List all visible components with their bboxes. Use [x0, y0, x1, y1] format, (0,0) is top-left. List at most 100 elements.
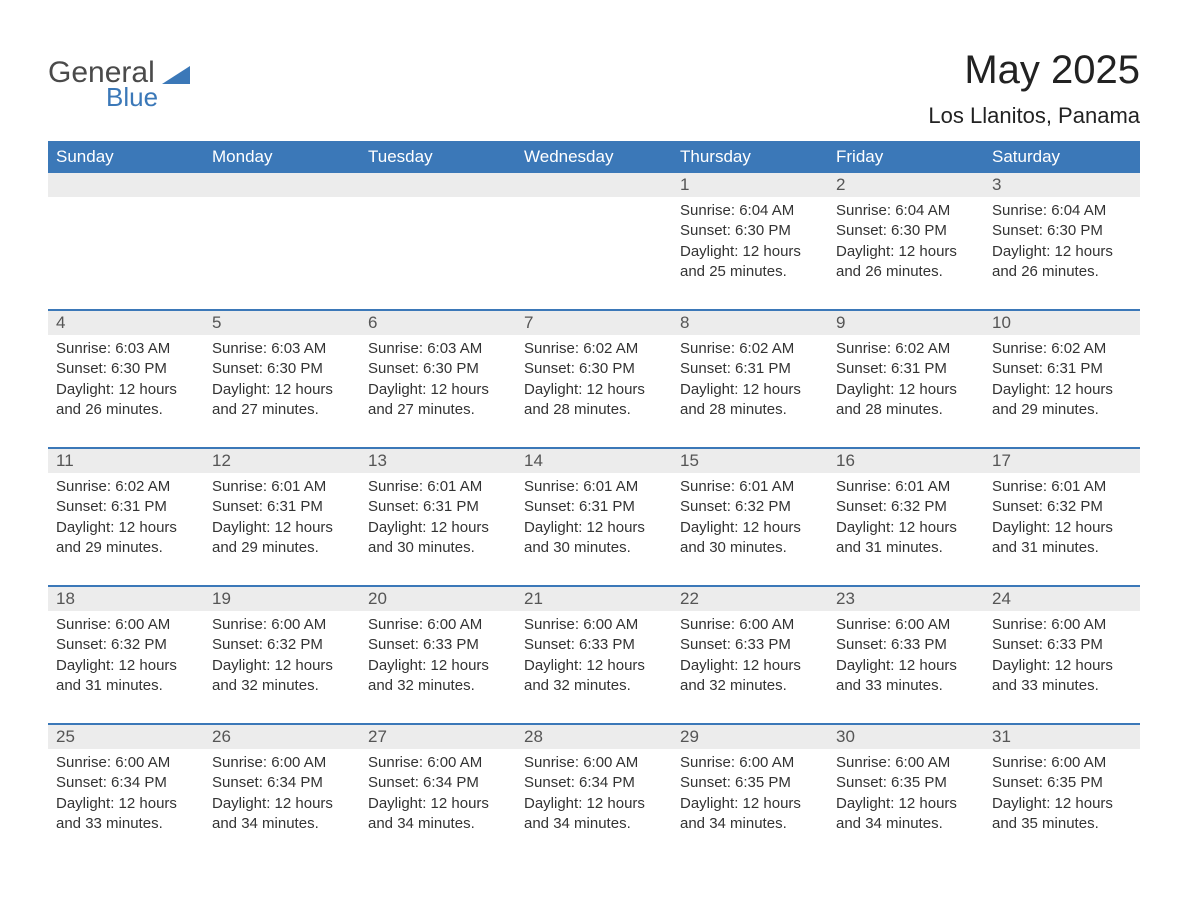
sunset-text: Sunset: 6:34 PM [56, 773, 196, 793]
day-number: 22 [672, 587, 828, 611]
daylight-text: Daylight: 12 hours and 28 minutes. [836, 380, 976, 421]
day-cell: 11 Sunrise: 6:02 AMSunset: 6:31 PMDayligh… [48, 449, 204, 567]
sunset-text: Sunset: 6:32 PM [56, 635, 196, 655]
day-number: 26 [204, 725, 360, 749]
day-number: 14 [516, 449, 672, 473]
day-cell: 2 Sunrise: 6:04 AMSunset: 6:30 PMDaylight… [828, 173, 984, 291]
day-info: Sunrise: 6:00 AMSunset: 6:33 PMDaylight:… [368, 615, 508, 696]
day-info: Sunrise: 6:01 AMSunset: 6:32 PMDaylight:… [992, 477, 1132, 558]
day-number: 18 [48, 587, 204, 611]
brand-word-2: Blue [106, 84, 158, 110]
sunrise-text: Sunrise: 6:00 AM [992, 753, 1132, 773]
sunset-text: Sunset: 6:35 PM [992, 773, 1132, 793]
day-info: Sunrise: 6:00 AMSunset: 6:34 PMDaylight:… [212, 753, 352, 834]
day-info: Sunrise: 6:00 AMSunset: 6:35 PMDaylight:… [992, 753, 1132, 834]
day-number [516, 173, 672, 197]
day-cell: 16 Sunrise: 6:01 AMSunset: 6:32 PMDayligh… [828, 449, 984, 567]
daylight-text: Daylight: 12 hours and 27 minutes. [212, 380, 352, 421]
day-cell: 23Sunrise: 6:00 AMSunset: 6:33 PMDayligh… [828, 587, 984, 705]
day-number: 5 [204, 311, 360, 335]
day-number: 16 [828, 449, 984, 473]
sunrise-text: Sunrise: 6:00 AM [680, 753, 820, 773]
day-info: Sunrise: 6:00 AMSunset: 6:33 PMDaylight:… [992, 615, 1132, 696]
sunset-text: Sunset: 6:30 PM [524, 359, 664, 379]
weeks-container: 1Sunrise: 6:04 AMSunset: 6:30 PMDaylight… [48, 173, 1140, 843]
daylight-text: Daylight: 12 hours and 25 minutes. [680, 242, 820, 283]
day-cell: 29Sunrise: 6:00 AMSunset: 6:35 PMDayligh… [672, 725, 828, 843]
day-number [360, 173, 516, 197]
day-number: 17 [984, 449, 1140, 473]
day-number: 8 [672, 311, 828, 335]
sunset-text: Sunset: 6:31 PM [368, 497, 508, 517]
sunrise-text: Sunrise: 6:00 AM [212, 753, 352, 773]
day-number: 28 [516, 725, 672, 749]
day-cell: 19 Sunrise: 6:00 AMSunset: 6:32 PMDayligh… [204, 587, 360, 705]
day-info: Sunrise: 6:03 AMSunset: 6:30 PMDaylight:… [212, 339, 352, 420]
daylight-text: Daylight: 12 hours and 29 minutes. [212, 518, 352, 559]
day-number: 2 [828, 173, 984, 197]
day-info: Sunrise: 6:01 AMSunset: 6:31 PMDaylight:… [212, 477, 352, 558]
day-info: Sunrise: 6:01 AMSunset: 6:32 PMDaylight:… [836, 477, 976, 558]
sunset-text: Sunset: 6:31 PM [212, 497, 352, 517]
day-header-thursday: Thursday [672, 141, 828, 173]
day-cell: 21Sunrise: 6:00 AMSunset: 6:33 PMDayligh… [516, 587, 672, 705]
day-number: 30 [828, 725, 984, 749]
daylight-text: Daylight: 12 hours and 30 minutes. [368, 518, 508, 559]
sunrise-text: Sunrise: 6:03 AM [212, 339, 352, 359]
day-info: Sunrise: 6:03 AMSunset: 6:30 PMDaylight:… [56, 339, 196, 420]
sunrise-text: Sunrise: 6:01 AM [212, 477, 352, 497]
day-info: Sunrise: 6:00 AMSunset: 6:35 PMDaylight:… [836, 753, 976, 834]
day-number: 29 [672, 725, 828, 749]
sunset-text: Sunset: 6:33 PM [524, 635, 664, 655]
day-info: Sunrise: 6:00 AMSunset: 6:34 PMDaylight:… [56, 753, 196, 834]
sunset-text: Sunset: 6:34 PM [524, 773, 664, 793]
day-number: 25 [48, 725, 204, 749]
sunset-text: Sunset: 6:33 PM [680, 635, 820, 655]
daylight-text: Daylight: 12 hours and 31 minutes. [836, 518, 976, 559]
day-header-wednesday: Wednesday [516, 141, 672, 173]
sunset-text: Sunset: 6:33 PM [992, 635, 1132, 655]
day-cell: 20Sunrise: 6:00 AMSunset: 6:33 PMDayligh… [360, 587, 516, 705]
day-cell: 6Sunrise: 6:03 AMSunset: 6:30 PMDaylight… [360, 311, 516, 429]
day-info: Sunrise: 6:01 AMSunset: 6:31 PMDaylight:… [368, 477, 508, 558]
header-area: General Blue May 2025 Los Llanitos, Pana… [48, 48, 1140, 129]
daylight-text: Daylight: 12 hours and 31 minutes. [56, 656, 196, 697]
day-number: 11 [48, 449, 204, 473]
day-cell [204, 173, 360, 291]
day-cell: 8Sunrise: 6:02 AMSunset: 6:31 PMDaylight… [672, 311, 828, 429]
day-number: 31 [984, 725, 1140, 749]
day-info: Sunrise: 6:02 AMSunset: 6:31 PMDaylight:… [836, 339, 976, 420]
day-cell: 13Sunrise: 6:01 AMSunset: 6:31 PMDayligh… [360, 449, 516, 567]
week-row: 1Sunrise: 6:04 AMSunset: 6:30 PMDaylight… [48, 173, 1140, 291]
daylight-text: Daylight: 12 hours and 28 minutes. [680, 380, 820, 421]
daylight-text: Daylight: 12 hours and 26 minutes. [992, 242, 1132, 283]
sunrise-text: Sunrise: 6:04 AM [680, 201, 820, 221]
sunset-text: Sunset: 6:32 PM [836, 497, 976, 517]
day-cell: 18 Sunrise: 6:00 AMSunset: 6:32 PMDayligh… [48, 587, 204, 705]
day-info: Sunrise: 6:00 AMSunset: 6:32 PMDaylight:… [56, 615, 196, 696]
day-number: 10 [984, 311, 1140, 335]
sunset-text: Sunset: 6:33 PM [836, 635, 976, 655]
week-row: 11 Sunrise: 6:02 AMSunset: 6:31 PMDayligh… [48, 447, 1140, 567]
day-info: Sunrise: 6:00 AMSunset: 6:32 PMDaylight:… [212, 615, 352, 696]
day-info: Sunrise: 6:04 AMSunset: 6:30 PMDaylight:… [836, 201, 976, 282]
day-cell [516, 173, 672, 291]
day-number: 12 [204, 449, 360, 473]
day-info: Sunrise: 6:02 AMSunset: 6:31 PMDaylight:… [56, 477, 196, 558]
sunrise-text: Sunrise: 6:00 AM [368, 753, 508, 773]
sunrise-text: Sunrise: 6:02 AM [680, 339, 820, 359]
page-subtitle: Los Llanitos, Panama [928, 103, 1140, 129]
sunset-text: Sunset: 6:31 PM [56, 497, 196, 517]
day-number: 19 [204, 587, 360, 611]
daylight-text: Daylight: 12 hours and 29 minutes. [56, 518, 196, 559]
daylight-text: Daylight: 12 hours and 32 minutes. [680, 656, 820, 697]
day-cell: 31 Sunrise: 6:00 AMSunset: 6:35 PMDayligh… [984, 725, 1140, 843]
day-number: 7 [516, 311, 672, 335]
day-cell: 22Sunrise: 6:00 AMSunset: 6:33 PMDayligh… [672, 587, 828, 705]
day-number [204, 173, 360, 197]
day-info: Sunrise: 6:00 AMSunset: 6:33 PMDaylight:… [836, 615, 976, 696]
day-info: Sunrise: 6:02 AMSunset: 6:30 PMDaylight:… [524, 339, 664, 420]
day-info: Sunrise: 6:03 AMSunset: 6:30 PMDaylight:… [368, 339, 508, 420]
day-cell: 7 Sunrise: 6:02 AMSunset: 6:30 PMDaylight… [516, 311, 672, 429]
day-cell: 4Sunrise: 6:03 AMSunset: 6:30 PMDaylight… [48, 311, 204, 429]
